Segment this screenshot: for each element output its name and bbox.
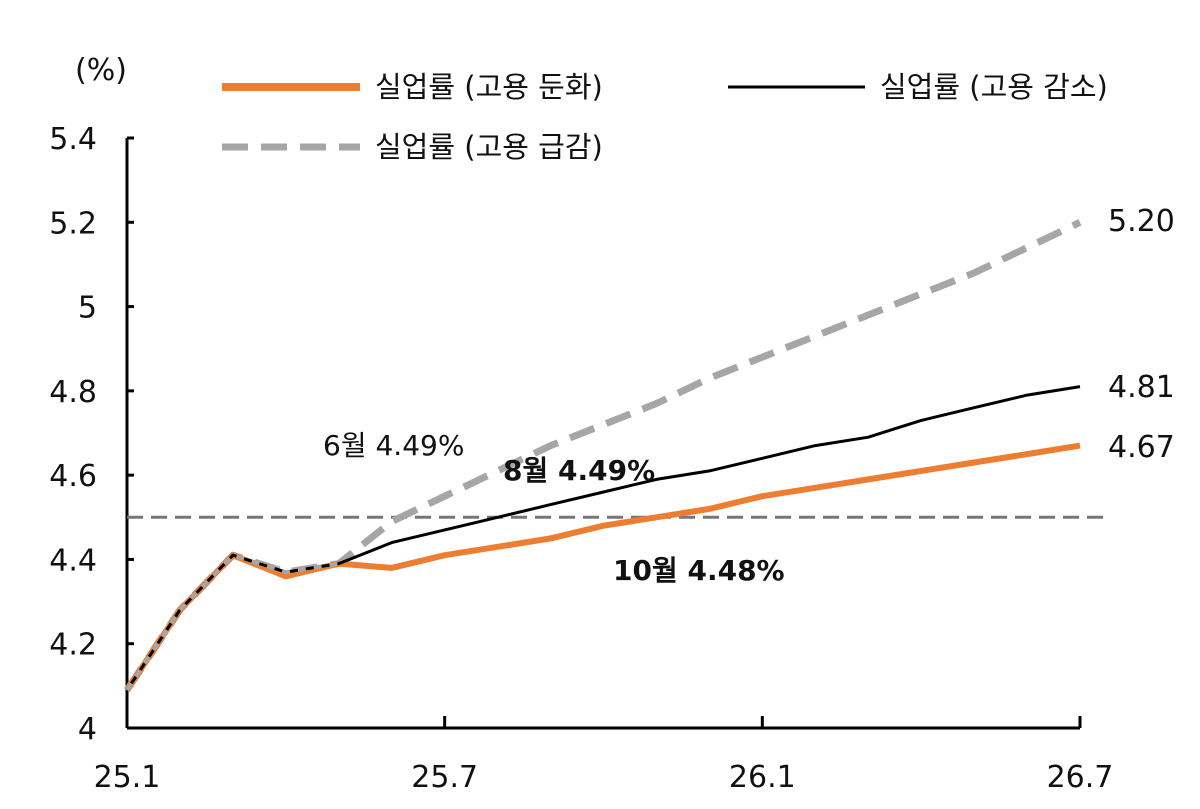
annotation-october: 10월 4.48% <box>613 554 785 587</box>
y-unit-label: (%) <box>75 53 127 88</box>
y-tick-label: 4.2 <box>49 628 97 663</box>
legend-label-decrease: 실업률 (고용 감소) <box>880 70 1108 104</box>
x-tick-label: 26.1 <box>729 760 796 795</box>
y-tick-label: 4.8 <box>49 375 97 410</box>
legend: 실업률 (고용 둔화) 실업률 (고용 감소) 실업률 (고용 급감) <box>222 70 1108 164</box>
legend-label-mild: 실업률 (고용 둔화) <box>375 70 603 104</box>
x-axis: 25.1 25.7 26.1 26.7 <box>94 716 1114 795</box>
annotation-august: 8월 4.49% <box>503 454 655 487</box>
y-tick-label: 5 <box>78 291 97 326</box>
y-tick-label: 4.6 <box>49 459 97 494</box>
x-tick-label: 26.7 <box>1047 760 1114 795</box>
y-tick-label: 4 <box>78 712 97 747</box>
legend-label-sharp: 실업률 (고용 급감) <box>375 130 603 164</box>
y-tick-label: 5.2 <box>49 206 97 241</box>
end-label-mild: 4.67 <box>1108 430 1175 465</box>
y-tick-label: 4.4 <box>49 543 97 578</box>
series-line-decrease <box>125 385 1081 691</box>
y-axis: 4 4.2 4.4 4.6 4.8 5 5.2 5.4 <box>49 122 134 747</box>
x-tick-label: 25.7 <box>411 760 478 795</box>
annotation-june: 6월 4.49% <box>323 429 464 462</box>
y-tick-label: 5.4 <box>49 122 97 157</box>
series-line-mild <box>124 442 1081 692</box>
x-tick-label: 25.1 <box>94 760 161 795</box>
early-series-dash-overlay <box>125 552 340 692</box>
end-label-sharp: 5.20 <box>1108 204 1175 239</box>
end-label-decrease: 4.81 <box>1108 370 1175 405</box>
